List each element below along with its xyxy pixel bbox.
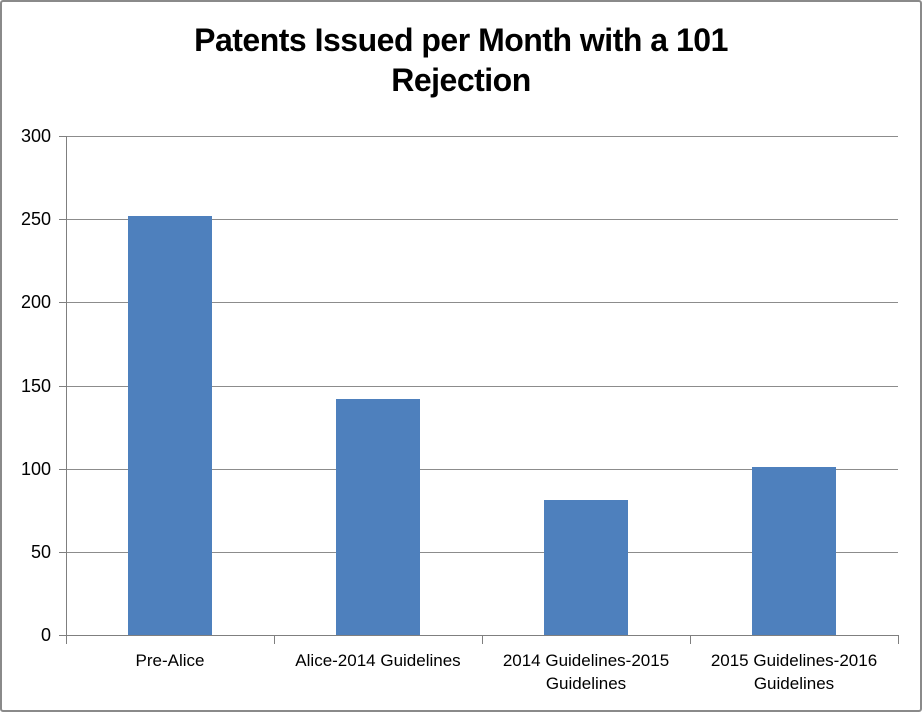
y-tick-label: 150: [20, 376, 51, 396]
chart-title-line-2: Rejection: [391, 62, 531, 98]
bar: [752, 467, 836, 635]
y-gridline: [66, 386, 898, 387]
x-category-label: 2014 Guidelines-2015 Guidelines: [502, 651, 670, 693]
y-gridline: [66, 302, 898, 303]
y-axis-line: [66, 136, 67, 635]
bar: [336, 399, 420, 635]
y-tick-mark: [59, 219, 66, 220]
y-gridline: [66, 552, 898, 553]
y-tick-mark: [59, 635, 66, 636]
x-category-label: Alice-2014 Guidelines: [295, 651, 461, 670]
bar: [544, 500, 628, 635]
x-category-label: Pre-Alice: [135, 651, 205, 670]
y-tick-label: 250: [20, 209, 51, 229]
chart-title-line-1: Patents Issued per Month with a 101: [194, 22, 728, 58]
y-tick-mark: [59, 552, 66, 553]
y-gridline: [66, 136, 898, 137]
y-tick-label: 0: [40, 625, 51, 645]
x-tick-mark: [898, 636, 899, 644]
x-tick-mark: [274, 636, 275, 644]
y-tick-label: 100: [20, 459, 51, 479]
y-tick-mark: [59, 302, 66, 303]
y-gridline: [66, 219, 898, 220]
y-tick-label: 200: [20, 292, 51, 312]
y-tick-mark: [59, 136, 66, 137]
x-tick-mark: [482, 636, 483, 644]
x-axis-line: [66, 635, 899, 636]
chart-title: Patents Issued per Month with a 101 Reje…: [2, 20, 920, 100]
y-tick-mark: [59, 469, 66, 470]
y-gridline: [66, 469, 898, 470]
x-tick-mark: [690, 636, 691, 644]
x-tick-mark: [66, 636, 67, 644]
y-tick-label: 50: [30, 542, 51, 562]
x-category-label: 2015 Guidelines-2016 Guidelines: [710, 651, 878, 693]
y-tick-mark: [59, 386, 66, 387]
bar: [128, 216, 212, 635]
y-tick-label: 300: [20, 126, 51, 146]
